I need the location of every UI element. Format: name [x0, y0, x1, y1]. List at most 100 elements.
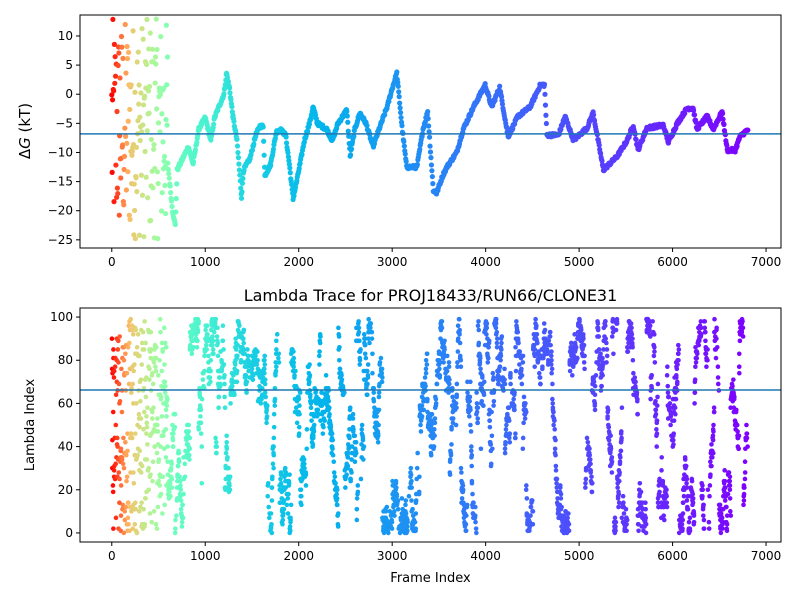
- data-point: [728, 513, 734, 518]
- data-point: [273, 373, 278, 378]
- data-point: [221, 91, 227, 97]
- data-point: [223, 450, 229, 456]
- data-point: [311, 429, 317, 434]
- data-point: [673, 411, 678, 417]
- data-point: [653, 407, 659, 413]
- data-point: [161, 446, 167, 452]
- data-point: [589, 489, 595, 495]
- data-point: [523, 409, 529, 415]
- data-point: [532, 364, 538, 370]
- data-point: [602, 323, 608, 329]
- data-point: [553, 463, 559, 469]
- data-point: [421, 398, 427, 404]
- data-point: [163, 117, 169, 123]
- data-point: [654, 444, 660, 449]
- data-point: [250, 373, 256, 378]
- data-point: [111, 41, 117, 47]
- data-point: [548, 342, 553, 348]
- data-point: [142, 521, 148, 527]
- data-point: [618, 448, 624, 454]
- data-point: [608, 446, 614, 452]
- data-point: [636, 521, 641, 527]
- data-point: [661, 513, 667, 518]
- data-point: [375, 439, 381, 445]
- data-point: [160, 511, 165, 516]
- data-point: [558, 491, 564, 497]
- data-point: [405, 519, 410, 525]
- data-point: [352, 459, 358, 464]
- data-point: [174, 513, 179, 518]
- data-point: [124, 55, 131, 62]
- data-point: [617, 470, 622, 475]
- data-point: [349, 470, 354, 475]
- data-point: [150, 370, 155, 376]
- data-point: [224, 446, 230, 452]
- data-point: [675, 342, 681, 348]
- data-point: [180, 502, 185, 508]
- data-point: [680, 526, 685, 531]
- data-point: [350, 411, 356, 417]
- data-point: [710, 450, 716, 456]
- data-point: [326, 398, 331, 404]
- data-point: [365, 375, 371, 380]
- data-point: [432, 433, 437, 439]
- data-point: [398, 114, 404, 121]
- data-point: [446, 390, 451, 395]
- data-point: [173, 526, 178, 531]
- data-point: [394, 69, 400, 75]
- data-point: [286, 480, 292, 486]
- data-point: [280, 521, 285, 527]
- data-point: [153, 364, 158, 370]
- data-point: [591, 379, 597, 385]
- data-point: [676, 351, 681, 357]
- x-tick-label: 3000: [377, 255, 408, 269]
- data-point: [335, 511, 341, 516]
- data-point: [431, 427, 437, 432]
- data-point: [460, 483, 466, 488]
- data-point: [366, 316, 371, 322]
- data-point: [659, 468, 664, 473]
- data-point: [741, 491, 747, 497]
- data-point: [114, 435, 120, 441]
- data-point: [123, 452, 129, 458]
- data-point: [368, 325, 373, 331]
- data-point: [705, 347, 710, 352]
- data-point: [344, 472, 349, 477]
- data-point: [262, 357, 267, 363]
- data-point: [142, 148, 148, 155]
- y-tick-label: −10: [48, 145, 73, 159]
- data-point: [158, 33, 164, 40]
- data-point: [647, 327, 652, 333]
- data-point: [127, 216, 133, 223]
- data-point: [511, 403, 517, 408]
- data-point: [178, 506, 184, 512]
- data-point: [665, 383, 671, 389]
- data-point: [319, 403, 325, 408]
- data-point: [502, 446, 508, 452]
- data-point: [136, 82, 142, 88]
- data-point: [585, 439, 591, 445]
- data-point: [163, 344, 169, 350]
- data-point: [187, 446, 192, 452]
- data-point: [536, 370, 542, 376]
- data-point: [636, 528, 641, 534]
- data-point: [145, 405, 150, 411]
- data-point: [365, 381, 370, 387]
- data-point: [196, 319, 201, 324]
- data-point: [587, 452, 592, 458]
- data-point: [317, 362, 322, 367]
- data-point: [291, 349, 296, 354]
- data-point: [376, 422, 381, 428]
- data-point: [473, 526, 479, 531]
- data-point: [268, 511, 274, 516]
- data-point: [487, 424, 493, 430]
- data-point: [351, 133, 357, 139]
- data-point: [666, 394, 672, 400]
- data-point: [140, 102, 147, 108]
- data-point: [744, 435, 750, 441]
- data-point: [737, 338, 743, 344]
- data-point: [447, 381, 452, 387]
- data-point: [127, 106, 133, 113]
- data-point: [491, 375, 496, 380]
- data-point: [192, 147, 199, 153]
